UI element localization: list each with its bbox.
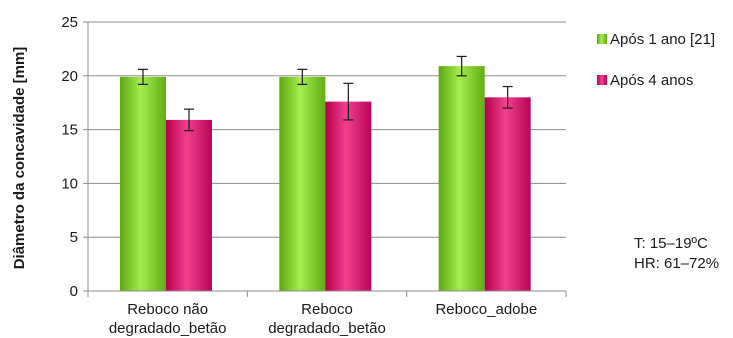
conditions-line: HR: 61–72%: [634, 255, 719, 272]
error-bars: [138, 55, 513, 132]
bar-1-1: [325, 101, 372, 292]
legend-swatch: [597, 75, 607, 85]
bar-0-1: [279, 76, 326, 291]
bar-0-0: [120, 76, 166, 291]
bar-1-2: [484, 97, 531, 291]
bar-0-2: [438, 66, 485, 291]
y-axis-title: Diâmetro da concavidade [mm]: [11, 47, 28, 270]
y-tick-labels: 0 5 10 15 20 25: [61, 14, 78, 300]
bar-1-0: [166, 119, 212, 291]
axes: [83, 21, 567, 297]
conditions-note: T: 15–19ºC HR: 61–72%: [634, 235, 719, 272]
x-category-label: Reboco: [301, 301, 353, 318]
legend-swatch: [597, 34, 607, 44]
legend: Após 1 ano [21] Após 4 anos: [597, 31, 715, 89]
y-tick-label: 10: [61, 175, 78, 192]
x-category-label: Reboco não: [127, 301, 208, 318]
legend-label: Após 4 anos: [610, 72, 693, 89]
x-category-label: degradado_betão: [268, 320, 386, 337]
x-category-label: Reboco_adobe: [435, 301, 537, 318]
y-tick-label: 25: [61, 14, 78, 31]
legend-label: Após 1 ano [21]: [610, 31, 715, 48]
y-tick-label: 0: [70, 283, 78, 300]
y-tick-label: 5: [70, 229, 78, 246]
x-category-labels: Reboco não degradado_betão Reboco degradado…: [109, 301, 537, 337]
y-tick-label: 20: [61, 68, 78, 85]
bars: [120, 66, 531, 292]
y-tick-label: 15: [61, 122, 78, 139]
conditions-line: T: 15–19ºC: [634, 235, 708, 252]
x-category-label: degradado_betão: [109, 320, 227, 337]
